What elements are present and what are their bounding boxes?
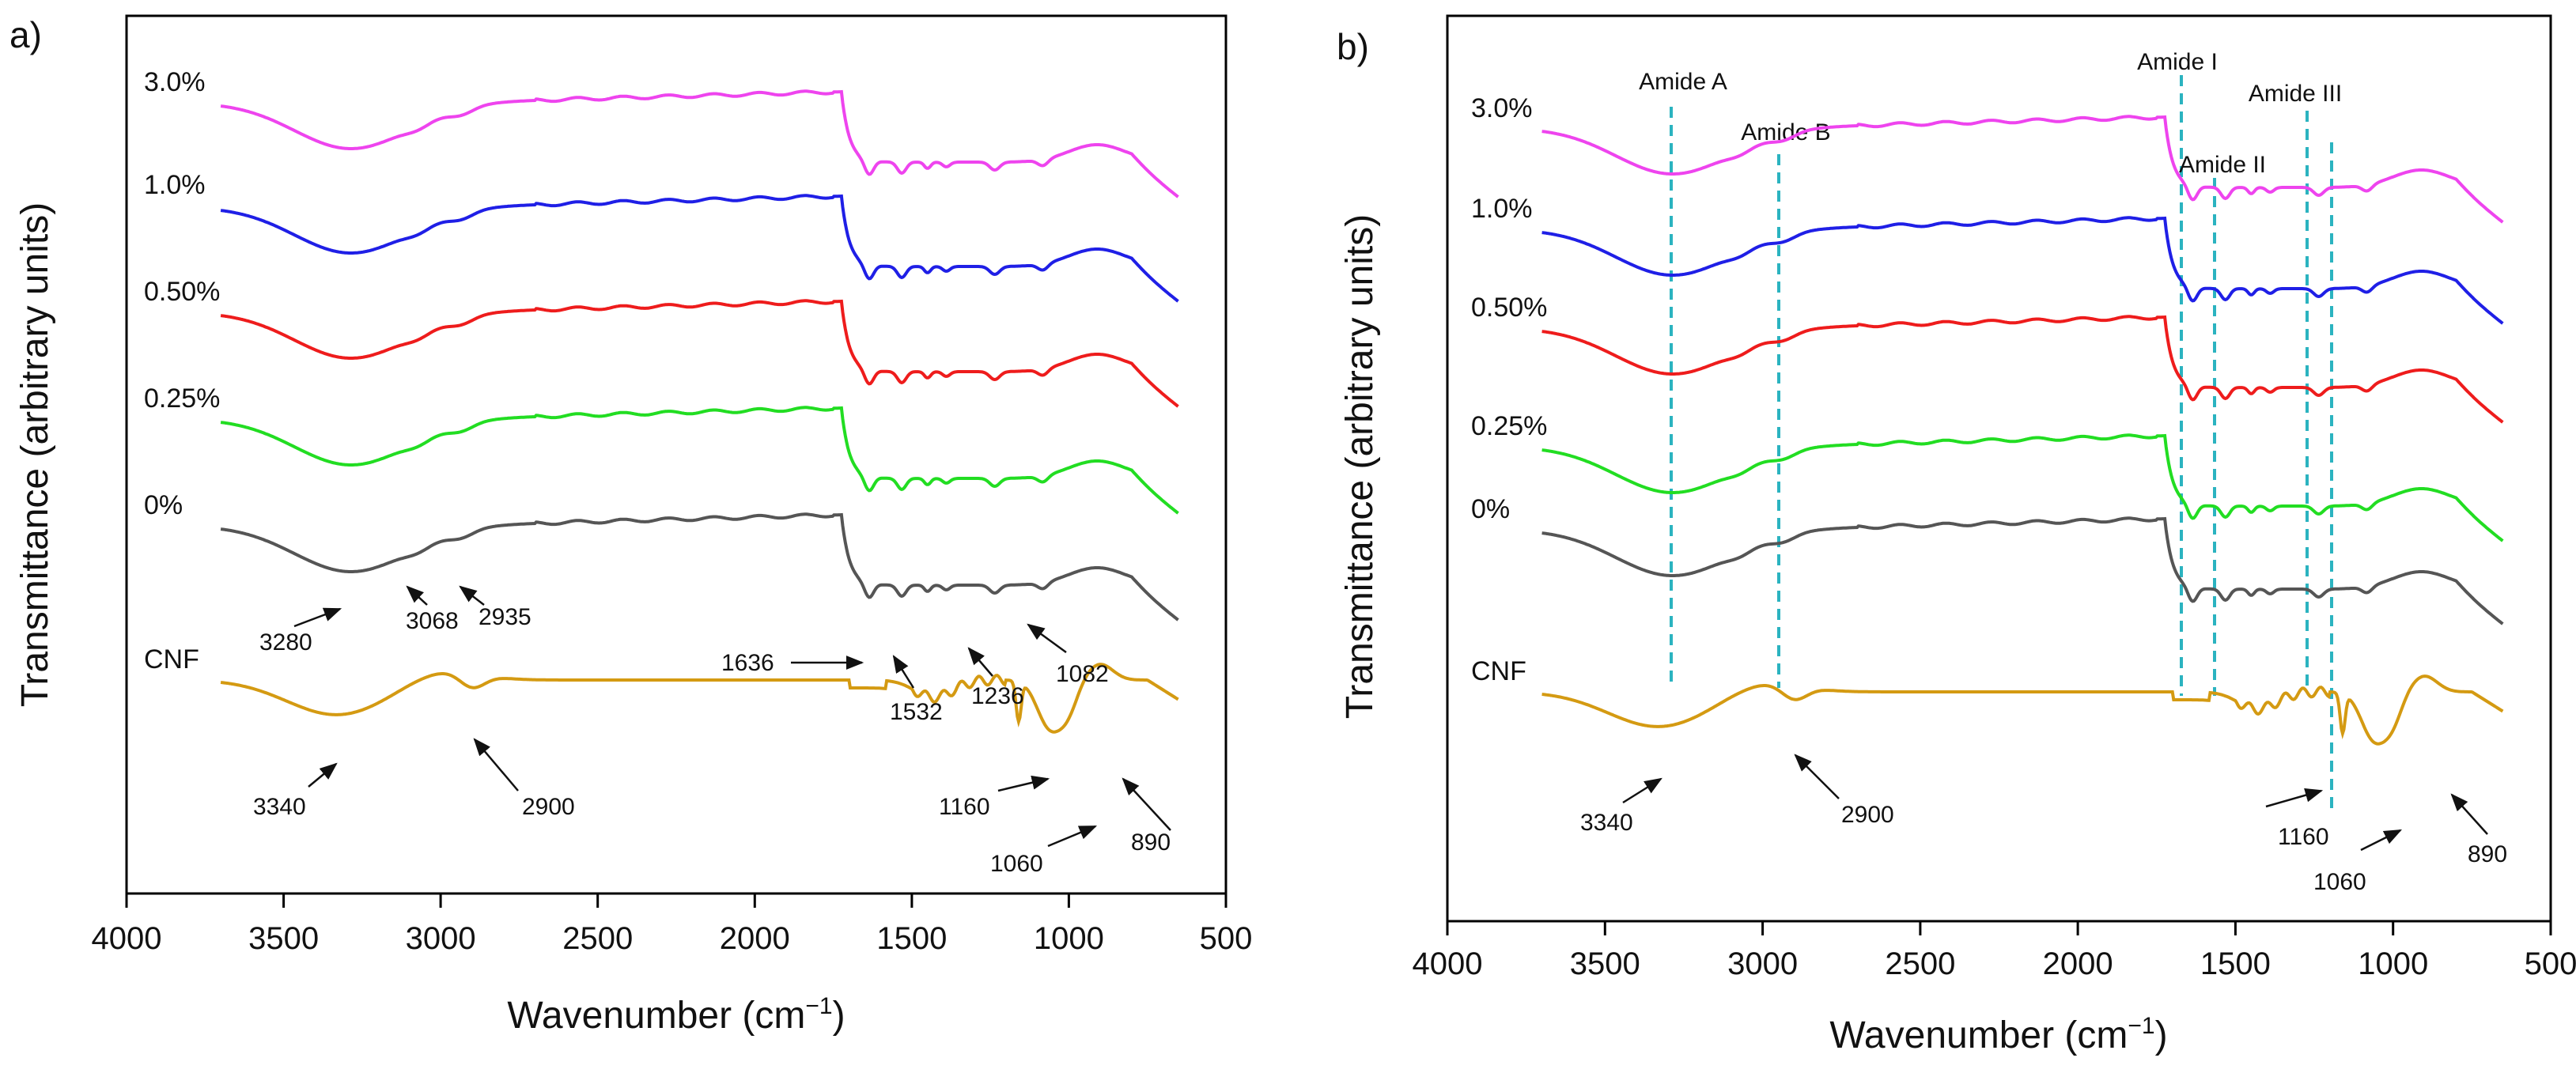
x-tick-label: 3000 <box>1727 946 1798 981</box>
annotation-1060: 1060 <box>990 851 1043 877</box>
annotation-arrow <box>406 585 428 606</box>
annotation-2900: 2900 <box>522 794 575 820</box>
curve-cnf <box>220 663 1179 734</box>
annotation-3068: 3068 <box>406 608 459 634</box>
annotation-1060: 1060 <box>2313 869 2366 895</box>
annotation-arrow <box>1122 777 1171 831</box>
annotation-arrow <box>2360 829 2403 852</box>
series-label-cnf: CNF <box>144 644 199 674</box>
x-tick-label: 3000 <box>406 921 476 956</box>
annotation-arrow <box>1027 623 1067 654</box>
annotation-1532: 1532 <box>890 699 943 725</box>
annotation-3340: 3340 <box>1580 810 1633 836</box>
curve-3.0 <box>1541 115 2504 224</box>
amide-ii-label: Amide II <box>2179 152 2266 178</box>
x-tick-label: 2000 <box>2043 946 2113 981</box>
curve-0.25 <box>1541 433 2504 542</box>
series-label-1.0: 1.0% <box>1471 194 1533 224</box>
series-label-0: 0% <box>144 490 183 520</box>
x-tick-label: 1000 <box>2358 946 2428 981</box>
annotation-arrow <box>308 762 338 788</box>
series-label-0.50: 0.50% <box>1471 293 1547 323</box>
annotation-arrow <box>459 585 485 606</box>
annotation-1636: 1636 <box>721 650 774 676</box>
x-tick-label: 1000 <box>1034 921 1104 956</box>
series-label-0.25: 0.25% <box>144 383 220 414</box>
x-tick-label: 4000 <box>92 921 162 956</box>
annotation-arrow <box>892 655 915 689</box>
amide-a-label: Amide A <box>1639 69 1727 95</box>
annotation-3340: 3340 <box>253 794 306 820</box>
panel-b-x-axis: 4000 3500 3000 2500 2000 1500 1000 500 <box>1413 921 2576 981</box>
panel-b-letter: b) <box>1337 26 1369 67</box>
curve-cnf <box>1541 674 2504 746</box>
x-tick-label: 500 <box>1200 921 1253 956</box>
panel-a-letter: a) <box>9 14 42 55</box>
x-tick-label: 2500 <box>562 921 633 956</box>
panel-b-x-axis-title: Wavenumber (cm−1) <box>1829 1013 2167 1056</box>
annotation-arrow <box>2265 788 2324 808</box>
curve-0.25 <box>220 406 1179 515</box>
annotation-arrow <box>2450 793 2488 835</box>
curve-0.50 <box>220 299 1179 408</box>
panel-a-y-axis-title: Transmittance (arbitrary units) <box>14 202 56 707</box>
amide-lines <box>1670 75 2333 810</box>
series-label-0.50: 0.50% <box>144 277 220 307</box>
panel-b-frame <box>1446 14 2552 923</box>
annotation-arrow <box>473 738 519 792</box>
annotation-890: 890 <box>2468 841 2507 867</box>
annotation-arrow <box>967 647 993 677</box>
x-tick-label: 1500 <box>2200 946 2271 981</box>
series-label-0.25: 0.25% <box>1471 411 1547 441</box>
annotation-1082: 1082 <box>1056 661 1109 687</box>
annotation-2935: 2935 <box>479 604 531 630</box>
x-tick-label: 3500 <box>1570 946 1640 981</box>
panel-b: b) 4000 3500 3000 2500 2000 1500 1000 50… <box>1337 14 2576 1056</box>
annotation-arrow <box>293 607 342 628</box>
panel-b-annotations: 3340 2900 1160 1060 890 <box>1580 754 2507 895</box>
annotation-3280: 3280 <box>259 629 312 656</box>
panel-a-annotations: 3280 3068 2935 1636 1532 1236 1082 3340 … <box>253 585 1171 877</box>
panel-a: a) 4000 3500 3000 2500 2000 1500 1000 50… <box>9 14 1252 1037</box>
annotation-890: 890 <box>1131 829 1171 856</box>
annotation-1160: 1160 <box>939 794 990 820</box>
curve-1.0 <box>1541 216 2504 325</box>
series-label-0: 0% <box>1471 494 1510 524</box>
series-label-3.0: 3.0% <box>1471 93 1533 123</box>
x-tick-label: 2000 <box>720 921 790 956</box>
curve-0 <box>220 512 1179 622</box>
x-tick-label: 4000 <box>1413 946 1483 981</box>
panel-a-frame <box>125 14 1227 895</box>
curve-1.0 <box>220 194 1179 303</box>
curve-3.0 <box>220 89 1179 198</box>
annotation-1160: 1160 <box>2278 824 2329 850</box>
annotation-arrow <box>1622 777 1662 804</box>
x-tick-label: 3500 <box>248 921 319 956</box>
annotation-2900: 2900 <box>1841 802 1894 828</box>
series-label-1.0: 1.0% <box>144 170 206 200</box>
series-label-3.0: 3.0% <box>144 67 206 97</box>
panel-b-y-axis-title: Transmittance (arbitrary units) <box>1339 214 1381 719</box>
curve-0.50 <box>1541 315 2504 424</box>
amide-iii-label: Amide III <box>2249 81 2342 107</box>
panel-a-x-axis-title: Wavenumber (cm−1) <box>507 993 845 1037</box>
amide-i-label: Amide I <box>2137 49 2218 75</box>
x-tick-label: 500 <box>2525 946 2576 981</box>
x-tick-label: 2500 <box>1885 946 1955 981</box>
annotation-arrow <box>997 775 1050 792</box>
annotation-arrow <box>1047 825 1098 848</box>
series-label-cnf: CNF <box>1471 656 1526 686</box>
curve-0 <box>1541 516 2504 625</box>
annotation-arrow <box>1794 754 1840 799</box>
annotation-1236: 1236 <box>971 683 1024 709</box>
panel-a-x-axis: 4000 3500 3000 2500 2000 1500 1000 500 <box>92 894 1253 956</box>
x-tick-label: 1500 <box>876 921 947 956</box>
